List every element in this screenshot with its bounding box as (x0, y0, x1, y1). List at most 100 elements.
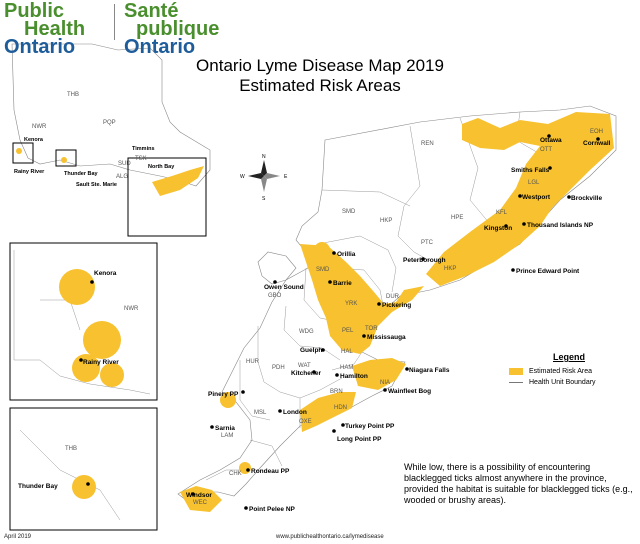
place-niagara-falls: Niagara Falls (409, 367, 450, 374)
hu-smd: SMD (342, 209, 356, 215)
title-line2: Estimated Risk Areas (239, 76, 401, 95)
hu-hdn: HDN (334, 405, 347, 411)
risk-overview (152, 166, 204, 196)
hu-tsk: TSK (135, 156, 147, 162)
map-title: Ontario Lyme Disease Map 2019 Estimated … (150, 56, 490, 96)
place-turkey-point: Turkey Point PP (345, 423, 395, 430)
city-markers (79, 134, 600, 510)
place-peterborough: Peterborough (403, 257, 446, 264)
place-point-pelee: Point Pelee NP (249, 506, 296, 513)
hu-pqp: PQP (103, 120, 116, 126)
title-line1: Ontario Lyme Disease Map 2019 (196, 56, 444, 75)
place-guelph: Guelph (300, 347, 322, 354)
risk-overview-kenora (16, 148, 22, 154)
legend: Legend Estimated Risk Area Health Unit B… (509, 352, 629, 388)
hu-wat: WAT (298, 363, 311, 369)
place-windsor: Windsor (186, 492, 212, 499)
hu-msl: MSL (254, 410, 267, 416)
hu-chk: CHK (229, 471, 242, 477)
inset-thunder-bay (9, 407, 158, 531)
hu-alg: ALG (116, 174, 128, 180)
risk-orillia (314, 242, 330, 258)
inset1-border (13, 250, 151, 395)
inset-overview-southern-box (127, 157, 207, 237)
footer-url: www.publichealthontario.ca/lymedisease (276, 534, 384, 540)
place-sarnia: Sarnia (215, 425, 235, 432)
hu-nia: NIA (380, 380, 390, 386)
logo-english: Public Health Ontario (4, 0, 86, 58)
inset-kenora: Kenora (94, 270, 117, 277)
risk-thunder-bay (72, 475, 96, 499)
place-thousand-islands: Thousand Islands NP (527, 222, 594, 229)
place-pinery: Pinery PP (208, 391, 239, 398)
hu-wdg: WDG (299, 329, 314, 335)
place-rondeau: Rondeau PP (251, 468, 290, 475)
pho-logo: Public Health Ontario Santé publique Ont… (4, 1, 224, 57)
risk-rainy-river-a (83, 321, 121, 359)
place-wainfleet: Wainfleet Bog (388, 388, 431, 395)
hu-dur: DUR (386, 294, 400, 300)
place-kitchener: Kitchener (291, 370, 321, 377)
risk-pinery (220, 392, 236, 408)
hu-hur: HUR (246, 359, 260, 365)
place-london: London (283, 409, 307, 416)
legend-risk-swatch (509, 368, 523, 375)
legend-boundary-row: Health Unit Boundary (509, 377, 629, 388)
hu-kfl: KFL (496, 210, 508, 216)
place-ottawa: Ottawa (540, 137, 562, 144)
compass-rose (248, 160, 280, 192)
place-mississauga: Mississauga (367, 334, 406, 341)
inset-rainy-river: Rainy River (83, 359, 119, 366)
hu-lgl: LGL (528, 180, 540, 186)
hu-smd2: SMD (316, 267, 330, 273)
place-prince-edward: Prince Edward Point (516, 268, 580, 275)
place-smiths-falls: Smiths Falls (511, 167, 550, 174)
risk-overview-thunderbay (61, 157, 67, 163)
risk-kenora (59, 269, 95, 305)
footer-date: April 2019 (4, 534, 32, 540)
hu-pel: PEL (342, 328, 354, 334)
hu-gbo: GBO (268, 293, 282, 299)
hu-ott: OTT (540, 147, 552, 153)
legend-risk-row: Estimated Risk Area (509, 366, 629, 377)
compass-n: N (262, 154, 266, 160)
hu-hkp2: HKP (380, 218, 392, 224)
compass-e: E (284, 174, 288, 180)
place-barrie: Barrie (333, 280, 352, 287)
place-pickering: Pickering (382, 302, 411, 309)
compass-w: W (240, 174, 245, 180)
risk-rainy-river-b (72, 354, 100, 382)
hu-ham: HAM (340, 365, 353, 371)
hu-hkp: HKP (444, 266, 456, 272)
hu-eoh: EOH (590, 129, 603, 135)
inset-thunder-bay: Thunder Bay (18, 483, 58, 490)
hu-lam: LAM (221, 433, 233, 439)
ov-timmins: Timmins (132, 146, 155, 152)
risk-windsor (180, 486, 222, 512)
hu-ren: REN (421, 141, 434, 147)
bruce-peninsula (257, 251, 297, 285)
risk-niagara (352, 358, 406, 390)
hu-thb: THB (67, 92, 79, 98)
tick-habitat-note: While low, there is a possibility of enc… (404, 462, 633, 505)
hu-nwr: NWR (32, 124, 47, 130)
ov-kenora: Kenora (24, 137, 44, 143)
hu-hal: HAL (341, 349, 353, 355)
place-brockville: Brockville (571, 195, 602, 202)
hu-tor: TOR (365, 326, 378, 332)
risk-rainy-river-c (100, 363, 124, 387)
inset-overview-thunderbay-box (55, 149, 77, 167)
place-long-point: Long Point PP (337, 436, 382, 443)
place-hamilton: Hamilton (340, 373, 368, 380)
ov-north-bay: North Bay (148, 164, 175, 170)
risk-east (426, 112, 614, 286)
ov-thunder-bay: Thunder Bay (64, 171, 99, 177)
legend-boundary-label: Health Unit Boundary (529, 379, 596, 386)
hu-pdh: PDH (272, 365, 285, 371)
inset-nwr: NWR (124, 306, 139, 312)
hu-brn: BRN (330, 389, 343, 395)
hu-oxe: OXE (299, 419, 312, 425)
compass-s: S (262, 196, 266, 202)
risk-lake-erie (300, 392, 356, 432)
